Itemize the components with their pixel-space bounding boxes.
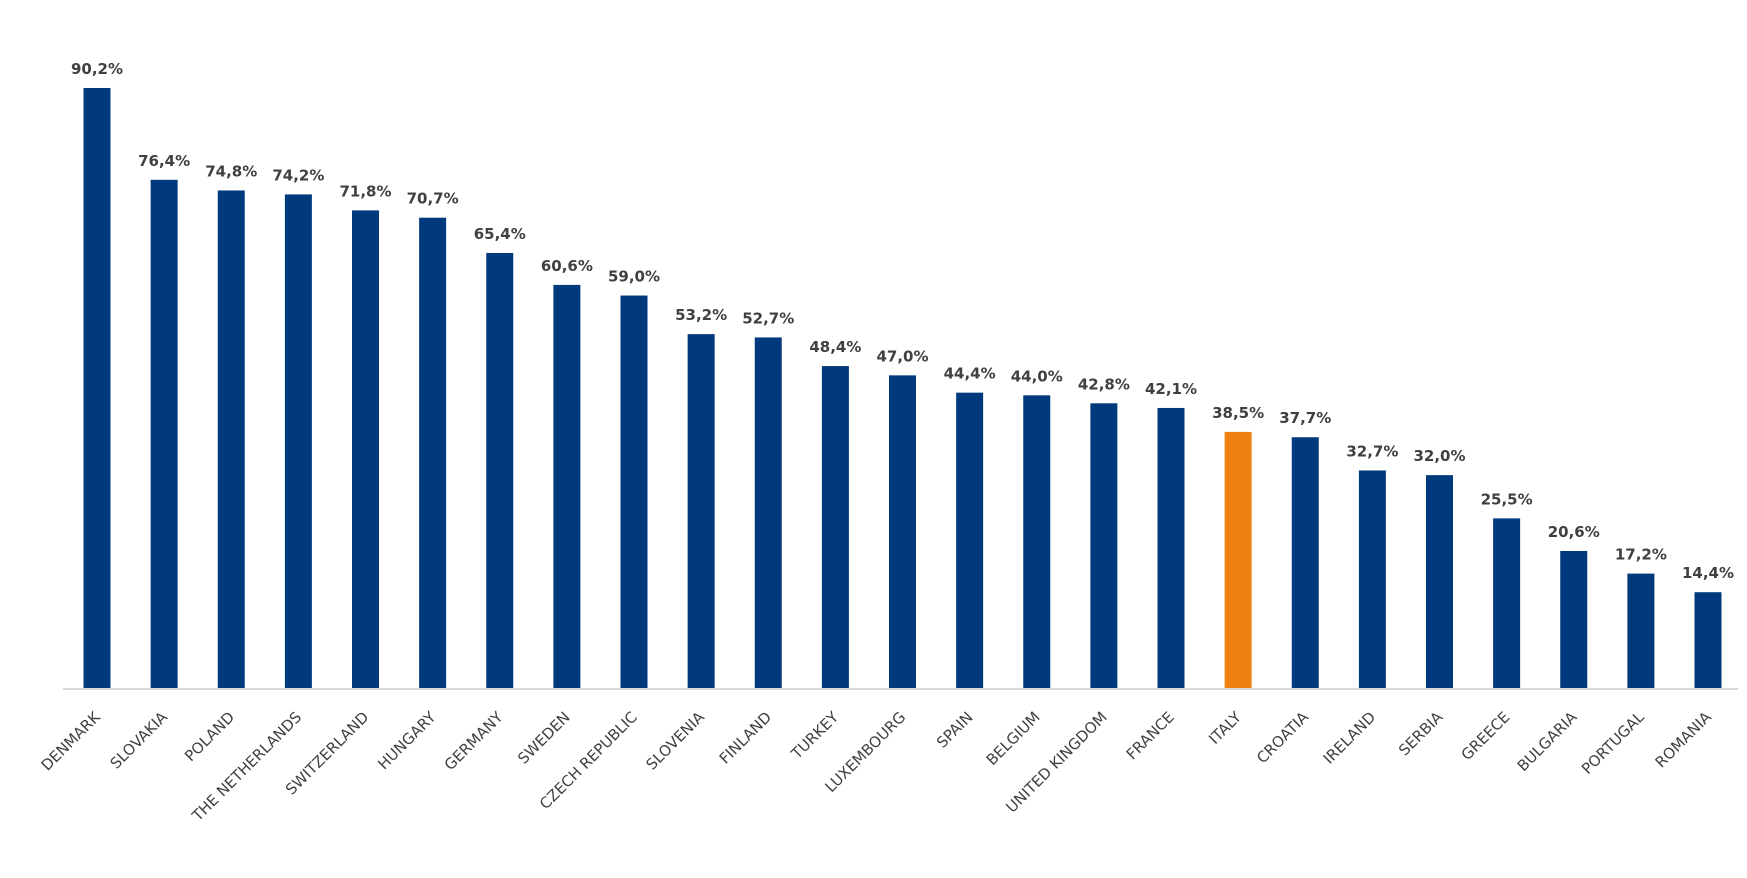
- bar-italy: [1224, 431, 1252, 688]
- bars-group: [83, 88, 1722, 689]
- value-label-slovakia: 76,4%: [138, 152, 190, 170]
- bar-belgium: [1023, 395, 1051, 688]
- value-label-belgium: 44,0%: [1011, 367, 1063, 385]
- bar-the-netherlands: [284, 194, 312, 688]
- bar-greece: [1493, 518, 1521, 688]
- category-label-ireland: IRELAND: [1320, 708, 1379, 767]
- bar-spain: [956, 392, 984, 688]
- bar-poland: [217, 190, 245, 688]
- value-label-portugal: 17,2%: [1615, 546, 1667, 564]
- category-label-spain: SPAIN: [933, 708, 976, 751]
- bar-slovakia: [150, 179, 178, 689]
- value-label-serbia: 32,0%: [1413, 447, 1465, 465]
- bar-romania: [1694, 592, 1722, 688]
- value-label-hungary: 70,7%: [407, 190, 459, 208]
- bar-hungary: [419, 217, 447, 688]
- value-label-sweden: 60,6%: [541, 257, 593, 275]
- value-label-spain: 44,4%: [944, 365, 996, 383]
- bar-ireland: [1358, 470, 1386, 688]
- value-label-denmark: 90,2%: [71, 60, 123, 78]
- bar-croatia: [1291, 437, 1319, 688]
- value-label-slovenia: 53,2%: [675, 306, 727, 324]
- category-label-croatia: CROATIA: [1253, 708, 1312, 767]
- value-label-the-netherlands: 74,2%: [272, 166, 324, 184]
- value-label-finland: 52,7%: [742, 309, 794, 327]
- category-label-italy: ITALY: [1205, 708, 1245, 748]
- bar-serbia: [1426, 475, 1453, 688]
- bar-portugal: [1627, 573, 1655, 688]
- bar-finland: [754, 337, 782, 688]
- value-label-germany: 65,4%: [474, 225, 526, 243]
- bar-germany: [486, 252, 514, 688]
- value-label-poland: 74,8%: [205, 162, 257, 180]
- bar-turkey: [821, 366, 849, 688]
- category-label-turkey: TURKEY: [787, 708, 843, 764]
- value-label-czech-republic: 59,0%: [608, 268, 660, 286]
- category-label-romania: ROMANIA: [1652, 708, 1716, 772]
- value-label-romania: 14,4%: [1682, 564, 1734, 582]
- category-label-slovakia: SLOVAKIA: [107, 708, 172, 773]
- value-label-switzerland: 71,8%: [339, 182, 391, 200]
- value-label-france: 42,1%: [1145, 380, 1197, 398]
- category-label-hungary: HUNGARY: [374, 708, 440, 774]
- bar-denmark: [83, 88, 111, 688]
- category-label-poland: POLAND: [181, 708, 238, 765]
- value-labels-group: 90,2% 76,4% 74,8% 74,2% 71,8% 70,7% 65,4% 60,6%…: [71, 60, 1734, 582]
- category-label-germany: GERMANY: [441, 708, 507, 774]
- category-label-belgium: BELGIUM: [983, 708, 1044, 769]
- category-label-france: FRANCE: [1123, 708, 1178, 763]
- category-label-the-netherlands: THE NETHERLANDS: [188, 708, 305, 825]
- category-label-serbia: SERBIA: [1395, 708, 1447, 760]
- category-label-slovenia: SLOVENIA: [643, 708, 709, 774]
- category-label-denmark: DENMARK: [38, 707, 105, 774]
- bar-czech-republic: [620, 295, 648, 688]
- bar-switzerland: [352, 210, 379, 688]
- value-label-bulgaria: 20,6%: [1548, 523, 1600, 541]
- bar-slovenia: [687, 334, 715, 688]
- category-label-finland: FINLAND: [716, 708, 775, 767]
- bar-sweden: [553, 284, 581, 688]
- bar-united-kingdom: [1090, 403, 1118, 688]
- category-label-sweden: SWEDEN: [514, 708, 573, 767]
- category-label-portugal: PORTUGAL: [1578, 708, 1648, 778]
- bar-bulgaria: [1560, 550, 1588, 688]
- value-label-turkey: 48,4%: [809, 338, 861, 356]
- category-label-bulgaria: BULGARIA: [1514, 708, 1581, 775]
- category-label-greece: GREECE: [1458, 708, 1514, 764]
- bar-luxembourg: [889, 375, 916, 688]
- value-label-ireland: 32,7%: [1346, 442, 1398, 460]
- value-label-greece: 25,5%: [1481, 490, 1533, 508]
- value-label-croatia: 37,7%: [1279, 409, 1331, 427]
- value-label-luxembourg: 47,0%: [876, 347, 928, 365]
- value-label-united-kingdom: 42,8%: [1078, 375, 1130, 393]
- bar-france: [1157, 407, 1185, 688]
- value-label-italy: 38,5%: [1212, 404, 1264, 422]
